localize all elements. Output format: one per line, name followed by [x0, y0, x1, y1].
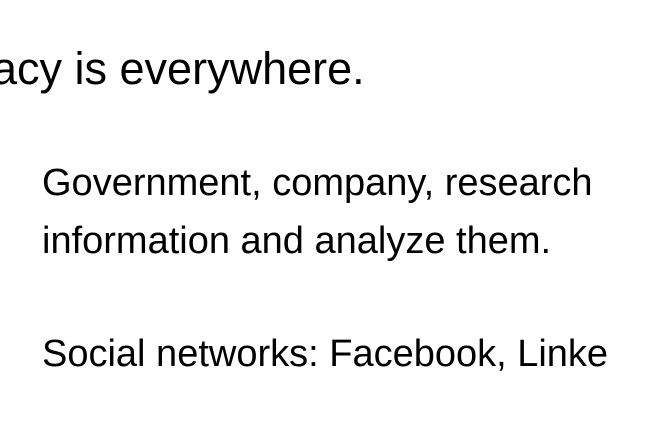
bullet-1-line-1: Government, company, research [42, 162, 593, 204]
bullet-2-line-1: Social networks: Facebook, Linke [42, 333, 609, 375]
bullet-1-line-2: information and analyze them. [42, 220, 552, 262]
slide-heading: acy is everywhere. [0, 43, 365, 94]
